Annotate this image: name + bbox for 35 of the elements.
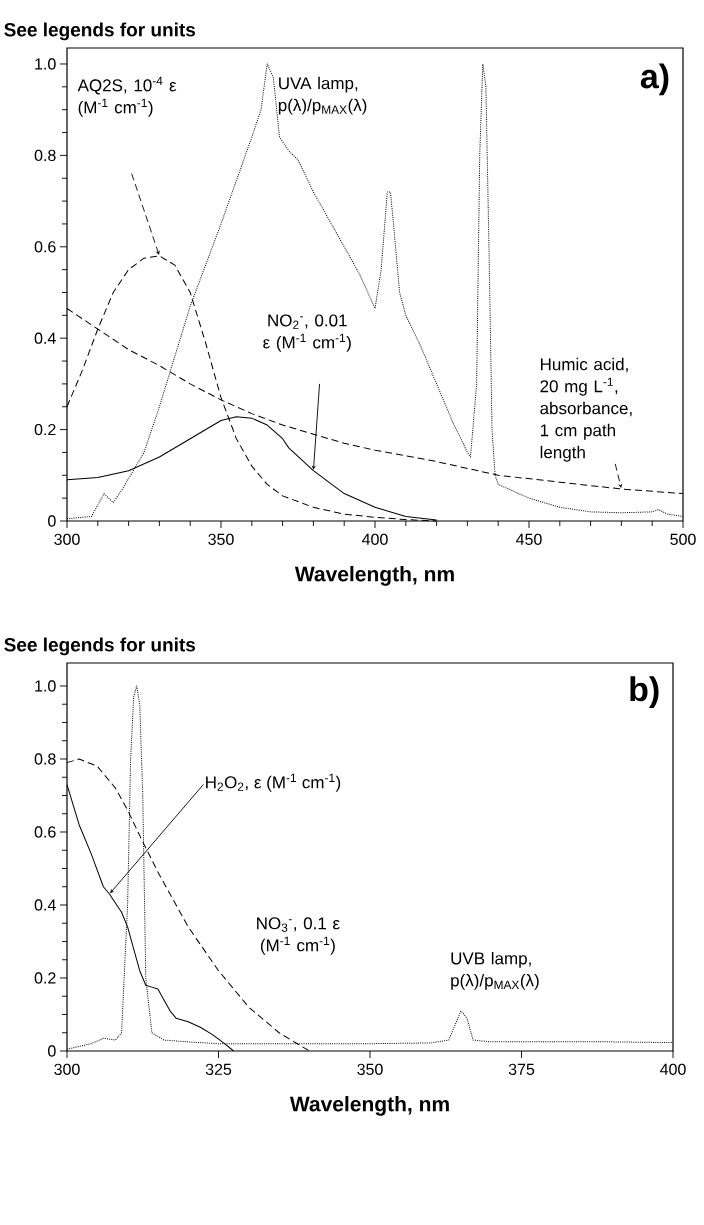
y-tick-label: 0.6: [34, 241, 56, 253]
x-tick-label: 350: [208, 533, 234, 545]
x-tick-label: 400: [660, 1063, 686, 1076]
text: H$_{2}$O$_{2}$, ε (M$^{-1}$ cm$^{-1}$): [206, 773, 341, 792]
series-label: UVA lamp, p(λ)/p$_{MAX}$(λ): [278, 76, 367, 115]
x-tick-label: 500: [670, 533, 696, 545]
y-tick-label: 0.2: [34, 972, 56, 984]
x-axis-title: Wavelength, nm: [294, 566, 454, 586]
y-tick-label: 0.4: [34, 332, 56, 344]
y-tick-label: 0: [48, 515, 56, 527]
annotation: b): [630, 676, 659, 709]
text: AQ2S, 10$^{-4}$ ε (M$^{-1}$ cm$^{-1}$): [77, 76, 177, 117]
y-tick-label: 0: [48, 1045, 56, 1057]
x-axis-title: Wavelength, nm: [289, 1096, 449, 1116]
y-axis-title: See legends for units: [4, 22, 196, 41]
x-tick-label: 325: [205, 1063, 232, 1076]
text: NO$_{3}$$^{-}$, 0.1 ε (M$^{-1}$ cm$^{-1}$): [257, 917, 340, 955]
y-tick-label: 1.0: [35, 680, 56, 692]
x-tick-label: 300: [54, 533, 80, 545]
x-tick-label: 450: [516, 533, 542, 545]
annotation: a): [640, 63, 669, 96]
x-tick-label: 400: [362, 533, 388, 545]
text: NO$_{2}$$^{-}$, 0.01 ε (M$^{-1}$ cm$^{-1}$): [263, 314, 351, 352]
x-tick-label: 375: [508, 1063, 535, 1076]
y-tick-label: 0.2: [34, 423, 56, 436]
y-tick-label: 1.0: [35, 58, 56, 70]
y-tick-label: 0.4: [34, 899, 56, 911]
y-axis-title: See legends for units: [4, 637, 196, 656]
series-label: Humic acid, 20 mg L$^{-1}$, absorbance, 1 cm path length: [540, 357, 632, 462]
y-tick-label: 0.8: [34, 753, 56, 765]
series-label: UVB lamp, p(λ)/p$_{MAX}$(λ): [451, 951, 539, 990]
x-tick-label: 300: [54, 1063, 80, 1076]
x-tick-label: 350: [357, 1063, 383, 1076]
y-tick-label: 0.8: [34, 149, 56, 162]
y-tick-label: 0.6: [34, 826, 56, 838]
